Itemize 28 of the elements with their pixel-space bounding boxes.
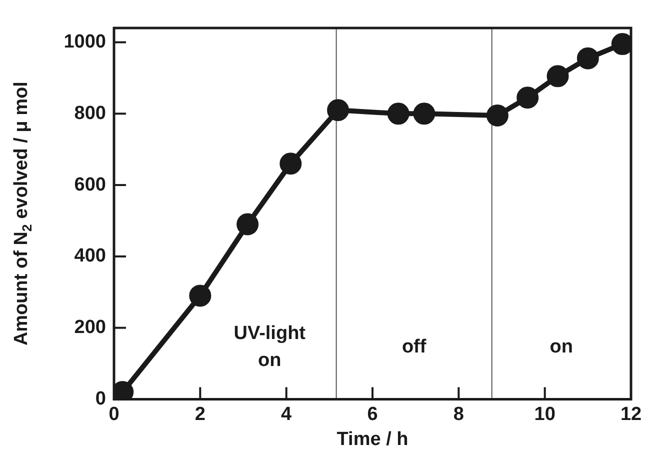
point bbox=[327, 99, 350, 122]
point bbox=[486, 104, 508, 126]
x-tick-label: 8 bbox=[453, 404, 464, 425]
x-tick-label: 10 bbox=[534, 404, 556, 425]
point bbox=[280, 152, 302, 175]
x-axis-title: Time / h bbox=[336, 429, 408, 450]
x-tick-label: 12 bbox=[620, 404, 642, 425]
point bbox=[189, 284, 212, 307]
x-tick-label: 2 bbox=[194, 404, 206, 425]
y-tick-label: 600 bbox=[74, 174, 106, 196]
annotation: off bbox=[402, 336, 427, 358]
y-axis-title: Amount of N2 evolved / μ mol bbox=[11, 82, 34, 346]
annotation: on bbox=[550, 336, 574, 358]
y-tick-label: 1000 bbox=[64, 32, 106, 53]
point bbox=[546, 65, 569, 88]
y-tick-label: 800 bbox=[74, 102, 106, 124]
annotation: UV-light on bbox=[234, 322, 306, 371]
y-tick-label: 200 bbox=[74, 317, 106, 338]
y-tick-label: 400 bbox=[74, 246, 106, 267]
point bbox=[413, 102, 436, 125]
x-tick-label: 0 bbox=[108, 404, 120, 425]
point bbox=[236, 213, 259, 236]
point bbox=[387, 102, 410, 125]
x-tick-label: 6 bbox=[367, 404, 378, 425]
y-tick-label: 0 bbox=[95, 388, 106, 410]
point bbox=[576, 47, 599, 70]
point bbox=[516, 86, 539, 109]
x-tick-label: 4 bbox=[281, 404, 292, 425]
